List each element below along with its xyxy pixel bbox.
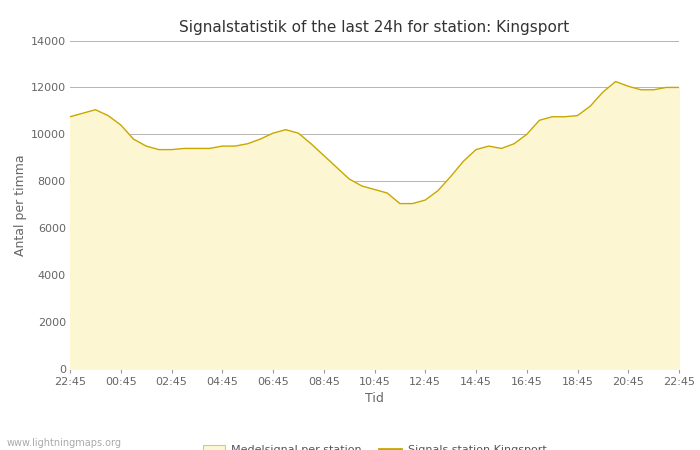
Y-axis label: Antal per timma: Antal per timma (13, 154, 27, 256)
Title: Signalstatistik of the last 24h for station: Kingsport: Signalstatistik of the last 24h for stat… (179, 20, 570, 35)
Text: www.lightningmaps.org: www.lightningmaps.org (7, 438, 122, 448)
Legend: Medelsignal per station, Signals station Kingsport: Medelsignal per station, Signals station… (198, 440, 551, 450)
X-axis label: Tid: Tid (365, 392, 384, 405)
